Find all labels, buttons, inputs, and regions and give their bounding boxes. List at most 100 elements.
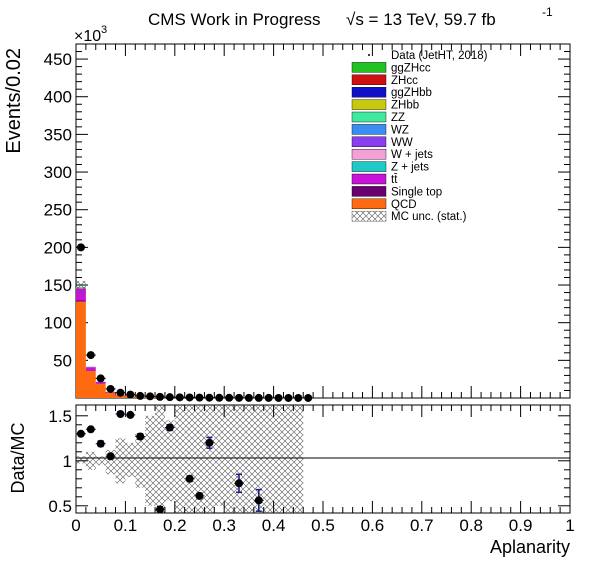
ratio-point [165,423,174,432]
ratio-point [235,479,244,488]
ratio-point [76,429,85,438]
stack-z-+-jets [76,286,314,398]
data-point [235,393,244,402]
legend-hatch-swatch [351,210,387,222]
legend-label: Z + jets [391,162,429,174]
legend-label: ZHbb [391,100,419,112]
mc-uncertainty-band [76,405,304,513]
legend-swatch [351,124,387,135]
main-y-tick-label: 350 [44,125,72,144]
data-point [254,393,263,402]
legend-swatch [351,173,387,185]
ratio-band-bin [164,420,175,502]
ratio-band-bin [224,405,235,513]
x-tick-label: 1 [565,516,574,535]
legend-label: ggZHbb [391,87,432,99]
stack-single-top [76,300,314,398]
main-histogram-panel: ×10 3 Events/0.02 50 100 150 200 250 300 350 40… [3,24,571,402]
ratio-band-bin [273,405,284,513]
ratio-panel: Data/MC Aplanarity 0.5 1 1.5 0 0.1 0.2 0.3 0.4… [8,404,575,557]
main-x-ticks [75,44,571,398]
ratio-y-ticks: 0.5 1 1.5 [48,407,570,516]
ratio-y-tick-label: 1.5 [48,407,72,426]
data-point [126,390,135,399]
data-point [195,393,204,402]
data-point [244,393,253,402]
x-tick-label: 0.8 [459,516,483,535]
x-tick-label: 0.7 [410,516,434,535]
data-point [264,393,273,402]
data-point [86,351,95,360]
mc-unc-hatch [76,280,86,293]
legend-label: tt̄ [391,174,398,186]
main-y-tick-label: 100 [44,314,72,333]
main-y-tick-label: 250 [44,201,72,220]
x-tick-label: 0.9 [509,516,533,535]
data-point [146,392,155,401]
ratio-band-bin [263,405,274,513]
main-y-tick-label: 150 [44,276,72,295]
ratio-band-bin [115,438,126,484]
legend-label: WZ [391,124,409,136]
ratio-band-bin [125,442,136,477]
legend-swatch [351,62,387,73]
main-y-axis-label: Events/0.02 [3,48,25,154]
main-y-ticks: 50 100 150 200 250 300 350 400 450 [44,50,570,391]
legend-swatch [351,86,387,98]
legend-label: Data (JetHT, 2018) [391,50,488,62]
legend-label: ZZ [391,112,405,124]
data-point [215,393,224,402]
legend: Data (JetHT, 2018)ggZHccZHccggZHbbZHbbZZ… [351,50,488,223]
stack-qcd [76,301,314,398]
ratio-y-axis-label: Data/MC [8,422,28,493]
ratio-point [155,505,164,514]
ratio-band-bin [243,405,254,513]
ratio-band-bin [145,415,156,506]
legend-swatch [351,148,387,160]
data-markers [75,243,314,402]
ratio-band-bin [174,405,185,513]
data-point [116,388,125,397]
x-tick-label: 0.5 [311,516,335,535]
ratio-x-ticks: 0 0.1 0.2 0.3 0.4 0.5 0.6 0.7 0.8 0.9 1 [71,405,575,535]
stacked-histogram [76,280,314,398]
ratio-y-tick-label: 0.5 [48,497,72,516]
x-axis-label: Aplanarity [490,537,570,557]
main-y-tick-label: 200 [44,238,72,257]
stack-tt [76,288,314,398]
data-point [106,384,115,393]
ratio-band-bin [76,456,86,464]
ratio-band-bin [155,405,165,513]
ratio-band-bin [283,405,294,513]
legend-label: WW [391,137,413,149]
data-point [205,393,214,402]
legend-label: ZHcc [391,75,418,87]
main-frame [75,43,571,399]
ratio-band-bin [135,433,146,488]
y-multiplier-exponent: 3 [101,24,107,36]
data-point [274,393,283,402]
main-y-tick-label: 400 [44,88,72,107]
ratio-band-bin [234,405,244,513]
ratio-point [106,452,115,461]
data-point [155,392,164,401]
y-multiplier: ×10 [74,28,101,45]
energy-lumi-label: √s = 13 TeV, 59.7 fb [346,10,496,29]
ratio-band-bin [204,405,215,513]
ratio-point [96,439,105,448]
x-tick-label: 0 [71,516,80,535]
ratio-band-bin [105,450,116,475]
legend-swatch [351,186,387,197]
ratio-point [136,432,145,441]
x-tick-label: 0.2 [163,516,187,535]
x-tick-label: 0.6 [361,516,385,535]
ratio-band-bin [253,405,264,513]
legend-label: W + jets [391,149,433,161]
legend-swatch [351,136,387,148]
x-tick-label: 0.1 [114,516,138,535]
data-point [136,391,145,400]
data-point [304,393,313,402]
legend-swatch [351,161,387,172]
plot-title: CMS Work in Progress [148,10,321,29]
